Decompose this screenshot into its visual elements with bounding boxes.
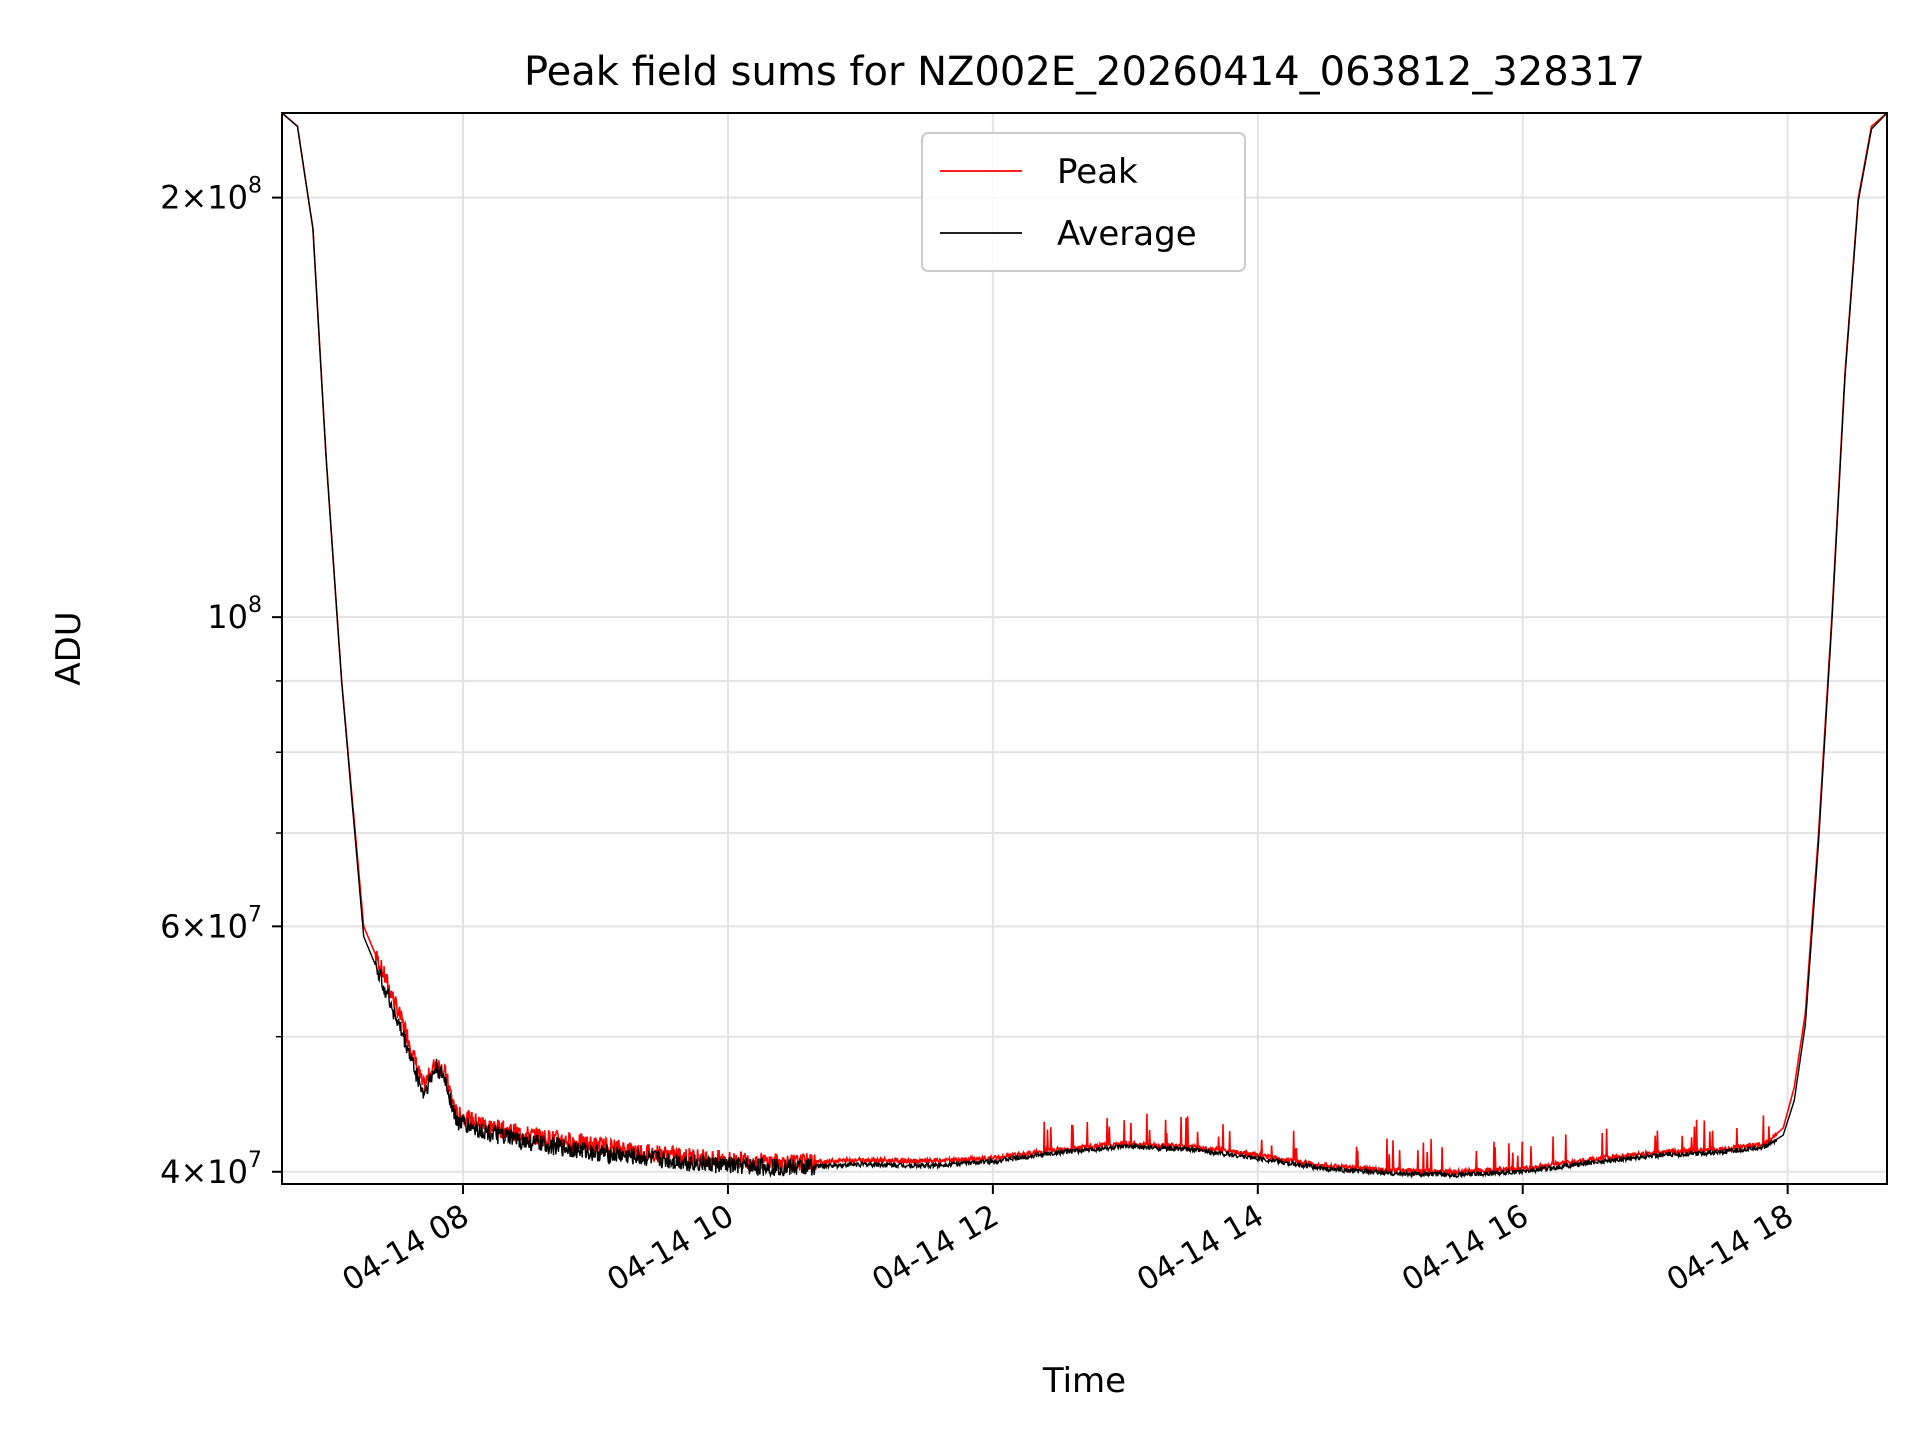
y-tick-exponent: 8 bbox=[248, 593, 262, 618]
y-tick-label: 4×107 bbox=[160, 1148, 262, 1191]
y-tick-times: ×10 bbox=[180, 1153, 248, 1191]
y-tick-mantissa: 4 bbox=[160, 1153, 180, 1191]
y-tick-label: 108 bbox=[207, 593, 262, 636]
series-line-average bbox=[281, 112, 1888, 1180]
y-tick-base: 10 bbox=[207, 598, 248, 636]
legend-label-peak: Peak bbox=[1057, 152, 1138, 192]
y-tick-mantissa: 2 bbox=[160, 179, 180, 217]
y-tick-label: 2×108 bbox=[160, 174, 262, 217]
chart-title: Peak field sums for NZ002E_20260414_0638… bbox=[524, 49, 1645, 95]
y-tick-mantissa: 6 bbox=[160, 907, 180, 945]
y-tick-times: ×10 bbox=[180, 179, 248, 217]
y-axis-label: ADU bbox=[49, 611, 89, 685]
x-axis-label: Time bbox=[1042, 1361, 1126, 1401]
series-lines bbox=[281, 112, 1888, 1180]
legend-box bbox=[921, 132, 1246, 272]
legend-label-average: Average bbox=[1057, 214, 1197, 254]
plot-frame bbox=[281, 112, 1888, 1185]
y-tick-times: ×10 bbox=[180, 907, 248, 945]
y-tick-label: 6×107 bbox=[160, 902, 262, 945]
y-tick-exponent: 7 bbox=[248, 1148, 262, 1173]
legend: Peak Average bbox=[921, 132, 1246, 272]
y-tick-exponent: 7 bbox=[248, 902, 262, 927]
y-tick-exponent: 8 bbox=[248, 174, 262, 199]
